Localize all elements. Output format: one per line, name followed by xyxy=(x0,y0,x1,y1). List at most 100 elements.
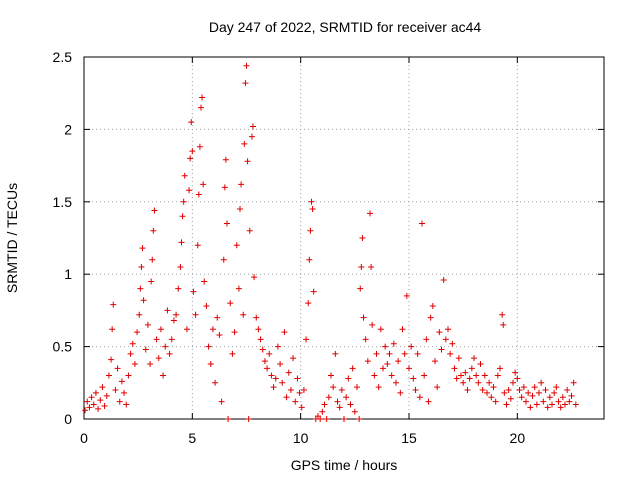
data-point xyxy=(298,404,305,411)
data-point xyxy=(471,355,477,362)
x-tick-label: 5 xyxy=(188,430,196,446)
data-point xyxy=(527,404,534,411)
data-point xyxy=(555,398,562,405)
data-point xyxy=(243,62,250,69)
data-point xyxy=(123,401,130,408)
data-point xyxy=(306,256,313,263)
data-point xyxy=(207,360,214,367)
data-point xyxy=(235,285,242,292)
data-point xyxy=(164,307,171,314)
data-point xyxy=(229,350,236,357)
data-point xyxy=(179,213,186,220)
data-point xyxy=(251,274,258,281)
chart-title: Day 247 of 2022, SRMTID for receiver ac4… xyxy=(209,19,482,35)
data-point xyxy=(139,245,146,252)
data-point xyxy=(531,384,538,391)
data-point xyxy=(375,384,382,391)
data-point xyxy=(186,187,193,194)
data-point xyxy=(449,340,456,347)
data-point xyxy=(421,372,428,379)
data-point xyxy=(466,375,473,382)
data-point xyxy=(445,326,451,333)
data-point xyxy=(419,220,425,227)
data-point xyxy=(323,416,330,422)
data-point xyxy=(205,343,212,350)
data-point xyxy=(281,329,288,336)
data-point xyxy=(403,292,410,299)
data-point xyxy=(395,358,402,365)
data-point xyxy=(317,416,324,422)
data-point xyxy=(425,398,432,405)
data-point xyxy=(300,387,307,394)
data-point xyxy=(233,242,240,249)
data-point xyxy=(429,303,436,310)
data-point xyxy=(351,408,358,415)
data-point xyxy=(516,387,523,394)
data-point xyxy=(533,401,540,408)
data-points xyxy=(82,62,579,422)
data-point xyxy=(368,263,375,270)
data-point xyxy=(347,401,354,408)
data-point xyxy=(305,300,312,307)
data-point xyxy=(195,191,202,198)
data-point xyxy=(192,311,199,318)
data-point xyxy=(309,206,316,213)
data-point xyxy=(423,336,430,343)
data-point xyxy=(178,239,185,246)
data-point xyxy=(237,206,243,213)
data-point xyxy=(166,350,173,357)
data-point xyxy=(406,365,412,372)
data-point xyxy=(90,401,97,408)
data-point xyxy=(538,379,545,386)
data-point xyxy=(488,394,495,401)
data-point xyxy=(321,401,328,408)
data-point xyxy=(345,375,352,382)
data-point xyxy=(481,372,488,379)
data-point xyxy=(283,394,290,401)
data-point xyxy=(222,156,229,163)
data-point xyxy=(290,355,297,362)
data-point xyxy=(266,350,273,357)
data-point xyxy=(199,94,206,101)
data-point xyxy=(371,372,378,379)
data-point xyxy=(310,288,317,295)
data-point xyxy=(397,389,404,396)
data-point xyxy=(434,384,441,391)
data-point xyxy=(362,336,369,343)
data-point xyxy=(92,389,99,396)
data-point xyxy=(360,314,367,321)
y-tick-label: 1.5 xyxy=(53,194,73,210)
data-point xyxy=(416,394,423,401)
data-point xyxy=(99,384,106,391)
data-point xyxy=(338,387,345,394)
data-point xyxy=(551,389,558,396)
data-point xyxy=(492,398,499,405)
y-tick-label: 2.5 xyxy=(53,49,73,65)
data-point xyxy=(272,375,279,382)
data-point xyxy=(451,365,458,372)
data-point xyxy=(501,389,508,396)
x-tick-label: 0 xyxy=(80,430,88,446)
data-point xyxy=(514,375,521,382)
data-point xyxy=(336,404,343,411)
data-point xyxy=(209,326,216,333)
data-point xyxy=(131,360,138,367)
data-point xyxy=(285,369,292,376)
y-tick-label: 1 xyxy=(64,266,72,282)
data-point xyxy=(453,375,460,382)
data-point xyxy=(242,80,249,87)
data-point xyxy=(86,404,93,411)
data-point xyxy=(200,181,207,188)
data-point xyxy=(358,263,365,270)
data-point xyxy=(572,401,579,408)
data-point xyxy=(497,365,503,372)
data-point xyxy=(307,227,314,234)
data-point xyxy=(150,227,157,234)
data-point xyxy=(386,350,393,357)
data-point xyxy=(328,372,334,379)
data-point xyxy=(157,326,164,333)
data-point xyxy=(224,220,230,227)
data-point xyxy=(149,256,156,263)
data-point xyxy=(499,311,506,318)
data-point xyxy=(144,321,151,328)
